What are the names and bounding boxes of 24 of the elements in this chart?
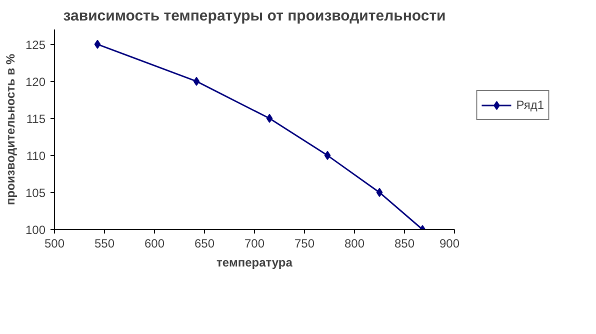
x-tick-label: 800 xyxy=(344,236,365,250)
x-tick-label: 650 xyxy=(194,236,215,250)
point xyxy=(193,76,200,86)
legend-label: Ряд1 xyxy=(516,98,544,112)
point xyxy=(376,188,383,197)
x-tick-label: 700 xyxy=(244,236,265,250)
chart-title: зависимость температуры от производительности xyxy=(63,8,446,24)
y-tick-label: 110 xyxy=(26,148,46,163)
y-axis-title: производительность в % xyxy=(3,54,18,206)
x-tick-label: 900 xyxy=(439,236,460,250)
point xyxy=(94,40,101,49)
y-tick-label: 120 xyxy=(25,74,46,89)
y-tick-label: 105 xyxy=(25,186,46,200)
point xyxy=(266,114,273,123)
x-tick-label: 550 xyxy=(94,236,115,250)
x-tick-label: 850 xyxy=(394,236,415,250)
y-tick-label: 115 xyxy=(26,112,46,126)
point xyxy=(324,150,331,160)
x-tick-label: 600 xyxy=(144,236,165,250)
x-axis-title: температура xyxy=(216,256,293,270)
x-tick-label: 750 xyxy=(294,236,315,250)
y-tick-label: 125 xyxy=(25,38,46,52)
y-tick-label: 100 xyxy=(25,223,46,237)
x-tick-label: 500 xyxy=(44,236,65,250)
